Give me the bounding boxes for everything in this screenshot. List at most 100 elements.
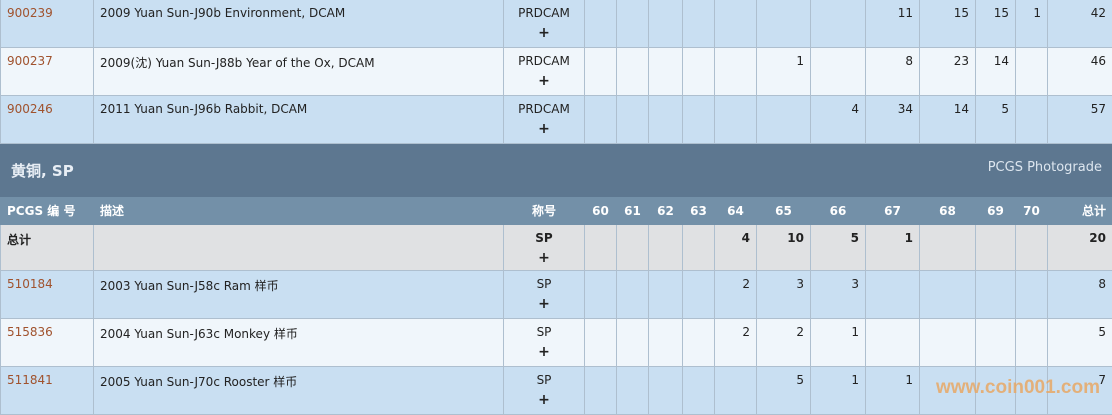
grade-count-69: 5 — [975, 95, 1016, 144]
col-grade[interactable]: 称号 — [503, 196, 585, 225]
grade-cell: SP + — [503, 366, 585, 415]
grade-count-62 — [648, 318, 683, 367]
grade-count-63 — [682, 270, 715, 319]
grade-count-62 — [648, 224, 683, 271]
pcgs-number-link[interactable]: 511841 — [7, 373, 53, 387]
total-label: 总计 — [0, 224, 94, 271]
plus-toggle[interactable]: + — [538, 344, 550, 360]
col-grade-69[interactable]: 69 — [975, 196, 1016, 225]
pcgs-number-cell: 900239 — [0, 0, 94, 48]
plus-toggle[interactable]: + — [538, 250, 550, 266]
grade-count-65: 5 — [756, 366, 811, 415]
grade-label: PRDCAM — [518, 6, 570, 20]
col-grade-64[interactable]: 64 — [714, 196, 757, 225]
grade-label: SP — [536, 277, 552, 291]
grade-count-69: 14 — [975, 47, 1016, 96]
pcgs-number-cell: 515836 — [0, 318, 94, 367]
col-total[interactable]: 总计 — [1047, 196, 1112, 225]
col-grade-62[interactable]: 62 — [648, 196, 683, 225]
description-cell: 2009(沈) Yuan Sun-J88b Year of the Ox, DC… — [93, 47, 504, 96]
grade-cell: PRDCAM + — [503, 47, 585, 96]
grade-count-67 — [865, 318, 920, 367]
grade-count-61 — [616, 47, 649, 96]
total-row: 总计 SP +4 10 5 1 20 — [0, 224, 1112, 271]
grade-count-62 — [648, 366, 683, 415]
grade-count-64 — [714, 47, 757, 96]
pcgs-number-link[interactable]: 900239 — [7, 6, 53, 20]
grade-count-67: 11 — [865, 0, 920, 48]
grade-count-63 — [682, 95, 715, 144]
col-description[interactable]: 描述 — [93, 196, 504, 225]
grade-count-61 — [616, 366, 649, 415]
section-header: PCGS Photograde 黄铜, SP — [0, 143, 1112, 197]
grade-cell: SP + — [503, 318, 585, 367]
grade-count-60 — [584, 47, 617, 96]
grade-count-70 — [1015, 95, 1048, 144]
grade-count-60 — [584, 0, 617, 48]
grade-count-70: 1 — [1015, 0, 1048, 48]
grade-count-68 — [919, 366, 976, 415]
grade-label: SP — [535, 231, 553, 245]
grade-count-66: 1 — [810, 318, 866, 367]
col-pcgs-number[interactable]: PCGS 编 号 — [0, 196, 94, 225]
description-cell: 2003 Yuan Sun-J58c Ram 样币 — [93, 270, 504, 319]
row-total: 57 — [1047, 95, 1112, 144]
plus-toggle[interactable]: + — [538, 73, 550, 89]
grade-count-68 — [919, 224, 976, 271]
description-cell: 2004 Yuan Sun-J63c Monkey 样币 — [93, 318, 504, 367]
pcgs-number-link[interactable]: 900237 — [7, 54, 53, 68]
table-row: 900237 2009(沈) Yuan Sun-J88b Year of the … — [0, 47, 1112, 96]
plus-toggle[interactable]: + — [538, 296, 550, 312]
table-row: 515836 2004 Yuan Sun-J63c Monkey 样币 SP +2 2 1… — [0, 318, 1112, 367]
watermark: www.coin001.com — [935, 377, 1100, 398]
table-row: 900246 2011 Yuan Sun-J96b Rabbit, DCAM PRD… — [0, 95, 1112, 144]
col-grade-67[interactable]: 67 — [865, 196, 920, 225]
grade-count-67: 1 — [865, 366, 920, 415]
grade-count-67: 34 — [865, 95, 920, 144]
row-total: 8 — [1047, 270, 1112, 319]
grade-count-62 — [648, 95, 683, 144]
pcgs-number-link[interactable]: 515836 — [7, 325, 53, 339]
grade-count-64: 2 — [714, 270, 757, 319]
grade-count-63 — [682, 47, 715, 96]
col-grade-61[interactable]: 61 — [616, 196, 649, 225]
col-grade-66[interactable]: 66 — [810, 196, 866, 225]
pcgs-number-cell: 900237 — [0, 47, 94, 96]
col-grade-65[interactable]: 65 — [756, 196, 811, 225]
grade-count-70 — [1015, 318, 1048, 367]
grade-count-65: 2 — [756, 318, 811, 367]
grade-count-68 — [919, 270, 976, 319]
plus-toggle[interactable]: + — [538, 392, 550, 408]
grade-count-68: 23 — [919, 47, 976, 96]
grade-cell: PRDCAM + — [503, 0, 585, 48]
grade-count-61 — [616, 95, 649, 144]
grade-count-70 — [1015, 47, 1048, 96]
col-grade-70[interactable]: 70 — [1015, 196, 1048, 225]
grade-count-64: 4 — [714, 224, 757, 271]
section-title: 黄铜, SP — [11, 161, 74, 180]
plus-toggle[interactable]: + — [538, 121, 550, 137]
grade-label: SP — [536, 373, 552, 387]
row-total: 20 — [1047, 224, 1112, 271]
col-grade-63[interactable]: 63 — [682, 196, 715, 225]
col-grade-60[interactable]: 60 — [584, 196, 617, 225]
photograde-link[interactable]: PCGS Photograde — [987, 159, 1102, 175]
description-cell — [93, 224, 504, 271]
grade-count-68: 15 — [919, 0, 976, 48]
table-row: 900239 2009 Yuan Sun-J90b Environment, DC… — [0, 0, 1112, 48]
grade-count-62 — [648, 0, 683, 48]
pcgs-number-link[interactable]: 900246 — [7, 102, 53, 116]
grade-count-60 — [584, 318, 617, 367]
grade-count-66: 1 — [810, 366, 866, 415]
grade-count-65 — [756, 95, 811, 144]
col-grade-68[interactable]: 68 — [919, 196, 976, 225]
grade-count-60 — [584, 95, 617, 144]
grade-count-63 — [682, 366, 715, 415]
grade-label: PRDCAM — [518, 102, 570, 116]
pcgs-number-link[interactable]: 510184 — [7, 277, 53, 291]
grade-count-69 — [975, 366, 1016, 415]
grade-count-60 — [584, 224, 617, 271]
plus-toggle[interactable]: + — [538, 25, 550, 41]
grade-count-69: 15 — [975, 0, 1016, 48]
row-total: 5 — [1047, 318, 1112, 367]
